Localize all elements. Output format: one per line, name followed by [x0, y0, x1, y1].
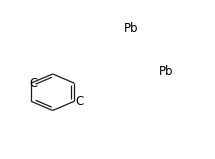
Text: Pb: Pb [159, 65, 174, 78]
Text: Pb: Pb [124, 22, 138, 35]
Text: C: C [75, 95, 83, 108]
Text: C: C [29, 77, 38, 90]
